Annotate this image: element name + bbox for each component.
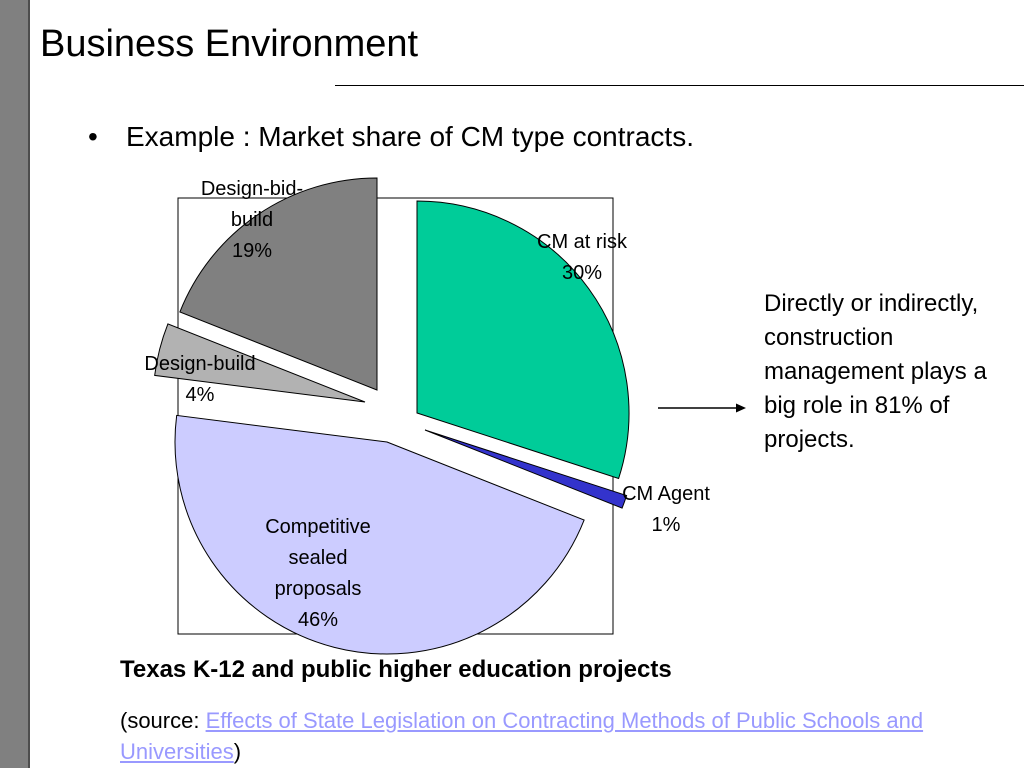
bullet-text: Example : Market share of CM type contra…	[126, 121, 694, 152]
pie-slice-cm-at-risk	[416, 200, 630, 480]
slice-label-design-bid: Design-bid-build 19%	[201, 178, 303, 262]
pie-slice-design-bid	[179, 177, 378, 391]
chart-caption: Texas K-12 and public higher education p…	[120, 656, 672, 683]
bullet-dot: •	[88, 121, 98, 152]
bullet-point: • Example : Market share of CM type contr…	[88, 117, 694, 157]
source-suffix: )	[233, 739, 242, 764]
arrow-head	[736, 403, 746, 413]
slide-left-bar	[0, 0, 30, 768]
pie-slice-design-build	[154, 323, 366, 403]
pie-slice-competitive	[174, 414, 585, 655]
source-prefix: (source:	[120, 708, 206, 733]
title-divider	[335, 85, 1024, 86]
slice-label-competitive: Competitive sealed proposals 46%	[265, 516, 371, 631]
side-note: Directly or indirectly, construction man…	[764, 290, 987, 453]
page-title: Business Environment	[40, 23, 419, 65]
source-link[interactable]: Effects of State Legislation on Contract…	[120, 708, 924, 764]
source-citation: (source: Effects of State Legislation on…	[120, 705, 940, 767]
slice-label-design-build: Design-build 4%	[144, 353, 255, 406]
pie-slice-cm-agent	[424, 429, 628, 509]
slice-label-cm-agent: CM Agent 1%	[622, 483, 710, 536]
slice-label-cm-at-risk: CM at risk 30%	[537, 231, 628, 284]
